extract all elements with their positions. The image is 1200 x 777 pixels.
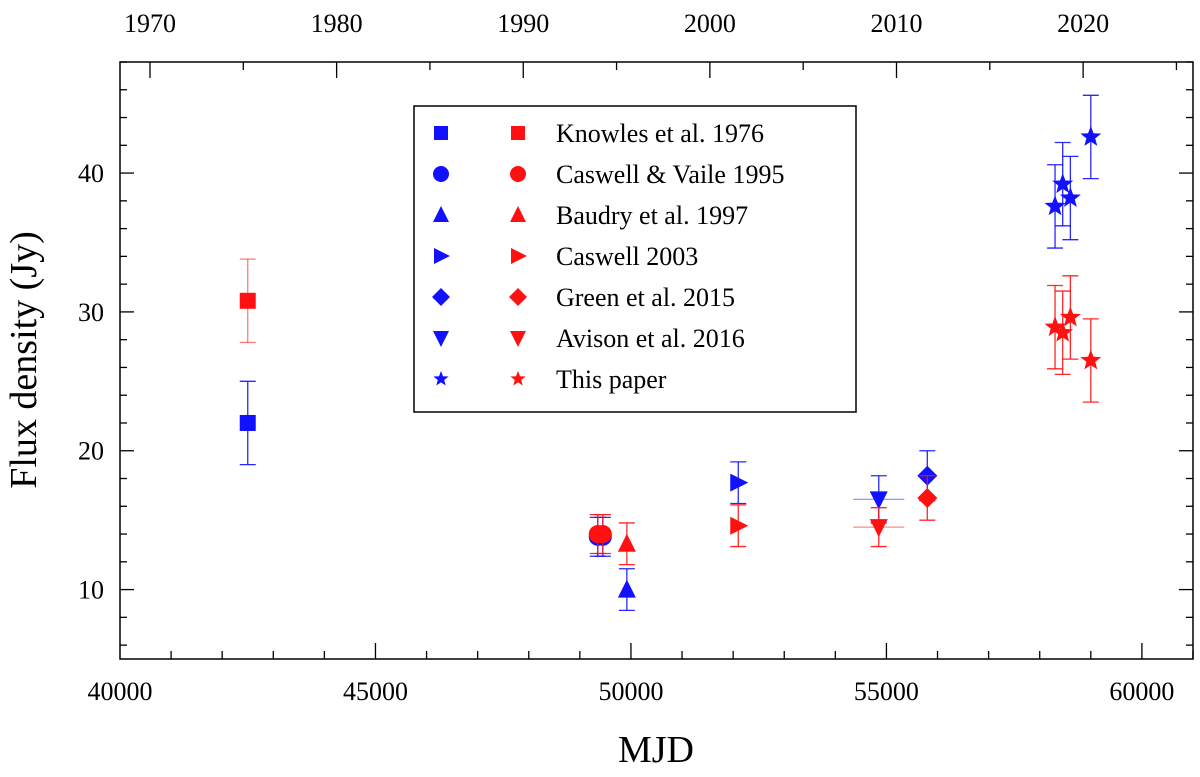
top-tick-label: 1990: [497, 9, 549, 38]
data-point: [1044, 195, 1066, 216]
legend-marker-red: [510, 166, 526, 182]
data-point: [1080, 125, 1102, 146]
data-point: [869, 491, 888, 510]
data-point: [1080, 349, 1102, 370]
data-point: [593, 525, 612, 544]
data-point: [1052, 321, 1074, 342]
data-point-group: [917, 475, 938, 521]
legend-label: Caswell 2003: [556, 242, 698, 271]
data-point-group: [1059, 275, 1081, 360]
data-point: [730, 516, 749, 535]
x-tick-label: 60000: [1109, 677, 1174, 706]
legend-marker-blue: [433, 371, 449, 386]
top-tick-label: 1970: [124, 9, 176, 38]
y-axis-title: Flux density (Jy): [3, 231, 45, 489]
plot-frame: [119, 61, 1194, 660]
legend-label: Green et al. 2015: [556, 283, 735, 312]
legend-marker-blue: [434, 126, 448, 140]
data-point-group: [239, 380, 256, 466]
x-tick-label: 55000: [854, 677, 919, 706]
legend-label: Caswell & Vaile 1995: [556, 160, 784, 189]
data-point: [869, 519, 888, 538]
x-axis-title: MJD: [618, 729, 694, 771]
axis-ticks: [120, 61, 1194, 659]
data-point: [617, 533, 636, 552]
data-point: [239, 292, 256, 309]
data-point-group: [730, 461, 749, 505]
data-point-group: [1052, 290, 1074, 376]
legend-marker-red: [509, 288, 527, 306]
top-tick-label: 2010: [870, 9, 922, 38]
legend-label: Baudry et al. 1997: [556, 201, 748, 230]
legend-label: Knowles et al. 1976: [556, 119, 764, 148]
legend-marker-blue: [433, 206, 449, 222]
data-point-group: [730, 504, 749, 548]
legend-marker-blue: [434, 248, 450, 264]
y-tick-label: 40: [78, 159, 104, 188]
data-point: [239, 414, 256, 431]
data-point-group: [617, 568, 636, 612]
data-point: [617, 579, 636, 598]
legend-marker-blue: [433, 166, 449, 182]
data-point-group: [239, 258, 256, 344]
data-point-group: [1080, 318, 1102, 403]
data-point: [1059, 306, 1081, 327]
x-tick-label: 45000: [343, 677, 408, 706]
top-tick-label: 2020: [1057, 9, 1109, 38]
x-tick-label: 40000: [88, 677, 153, 706]
top-tick-label: 2000: [684, 9, 736, 38]
data-point-group: [853, 507, 905, 548]
legend-marker-red: [510, 206, 526, 222]
legend-marker-blue: [433, 331, 449, 347]
data-point: [1052, 173, 1074, 194]
data-point-group: [593, 513, 612, 555]
legend-box: [413, 105, 857, 413]
data-point-group: [1080, 94, 1102, 180]
data-points: [239, 94, 1102, 612]
legend-marker-red: [510, 331, 526, 347]
y-tick-label: 20: [78, 437, 104, 466]
data-point: [730, 473, 749, 492]
data-point-group: [1044, 284, 1066, 370]
legend-marker-blue: [432, 288, 450, 306]
y-tick-label: 10: [78, 576, 104, 605]
legend-marker-red: [511, 248, 527, 264]
legend-marker-red: [511, 126, 525, 140]
data-point-group: [617, 522, 636, 566]
data-point: [1044, 316, 1066, 337]
legend: Knowles et al. 1976 Caswell & Vaile 1995 B…: [413, 105, 857, 413]
tick-labels: 40000 45000 50000 55000 60000 10 20 30 40 1970 198…: [78, 9, 1174, 706]
top-tick-label: 1980: [311, 9, 363, 38]
y-tick-label: 30: [78, 298, 104, 327]
legend-label: Avison et al. 2016: [556, 324, 745, 353]
legend-marker-red: [510, 371, 526, 386]
data-point-group: [1044, 164, 1066, 249]
x-tick-label: 50000: [598, 677, 663, 706]
data-point-group: [1059, 155, 1081, 241]
legend-label: This paper: [556, 365, 667, 394]
data-point: [917, 487, 938, 508]
data-point: [1059, 187, 1081, 207]
